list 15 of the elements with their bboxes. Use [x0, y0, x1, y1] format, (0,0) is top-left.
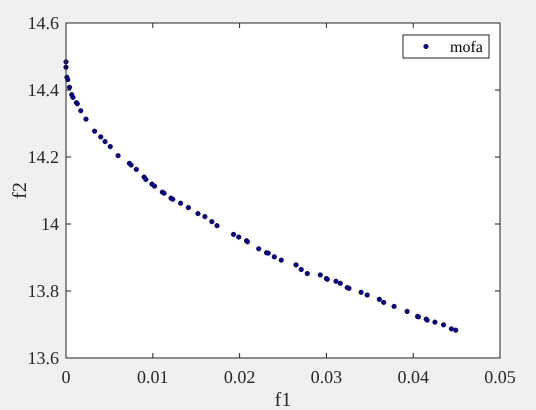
x-tick-label: 0.02 [224, 367, 256, 387]
x-tick-label: 0.03 [310, 367, 342, 387]
y-tick-label: 14.4 [28, 80, 59, 100]
x-axis-title: f1 [274, 389, 292, 410]
y-axis-title: f2 [9, 182, 31, 199]
x-tick-label: 0 [62, 367, 70, 387]
y-tick-label: 14.2 [28, 147, 59, 167]
y-tick-label: 13.8 [28, 281, 59, 301]
legend-label: mofa [450, 39, 483, 56]
y-tick-label: 14 [41, 214, 59, 234]
y-tick-label: 13.6 [28, 348, 59, 368]
x-tick-label: 0.05 [484, 367, 516, 387]
x-tick-label: 0.04 [397, 367, 429, 387]
y-tick-label: 14.6 [28, 13, 59, 33]
x-tick-label: 0.01 [137, 367, 169, 387]
